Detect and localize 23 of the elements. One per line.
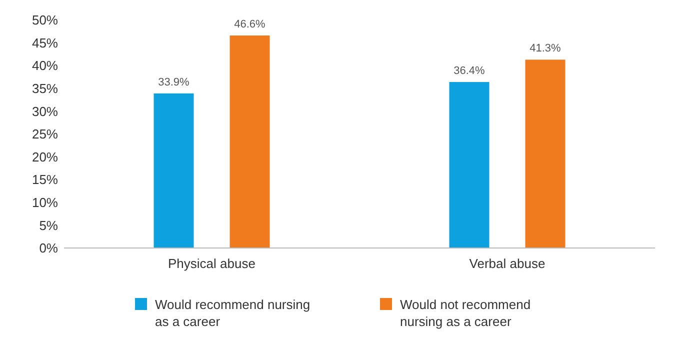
x-tick-label: Physical abuse [168, 256, 256, 271]
y-tick-label: 5% [39, 218, 58, 233]
y-tick-label: 15% [32, 172, 58, 188]
data-label: 46.6% [234, 18, 266, 31]
bar [525, 60, 566, 248]
x-tick-label: Verbal abuse [469, 256, 546, 271]
bar [449, 82, 490, 248]
y-tick-label: 40% [32, 58, 58, 74]
data-label: 41.3% [530, 42, 562, 55]
bar [230, 36, 270, 248]
legend-label: Would recommend nursing as a career [155, 297, 310, 329]
y-tick-label: 0% [39, 240, 58, 256]
data-label: 33.9% [158, 76, 190, 88]
y-tick-label: 35% [32, 80, 58, 96]
y-tick-label: 50% [32, 12, 58, 28]
y-tick-label: 25% [32, 126, 58, 142]
y-tick-label: 30% [32, 104, 58, 119]
data-label: 36.4% [454, 65, 486, 78]
y-tick-label: 20% [32, 149, 58, 164]
y-tick-label: 10% [32, 194, 58, 210]
legend-label: Would not recommend nursing as a career [400, 297, 531, 329]
y-tick-label: 45% [32, 35, 58, 50]
bar [154, 93, 194, 248]
